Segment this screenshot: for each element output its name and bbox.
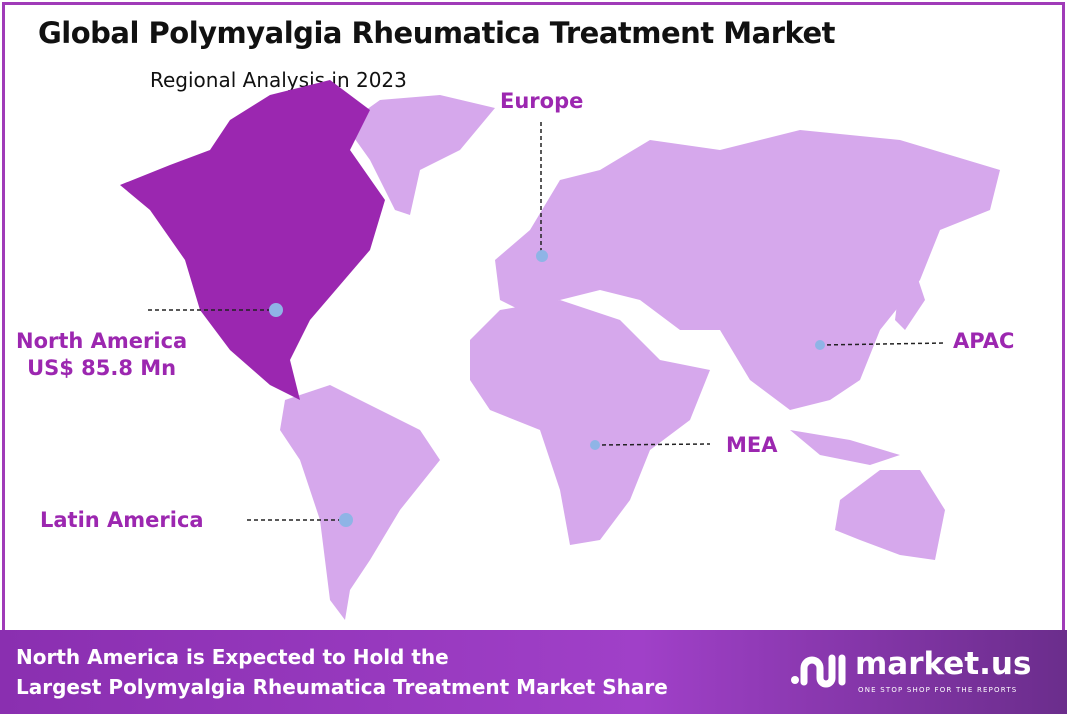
footer-banner: North America is Expected to Hold the La… [0, 630, 1067, 714]
label-apac: APAC [953, 329, 1015, 353]
greenland [345, 95, 495, 215]
region-north-america [120, 80, 385, 400]
logo-tagline: ONE STOP SHOP FOR THE REPORTS [858, 686, 1018, 694]
label-latin-america: Latin America [40, 508, 204, 532]
footer-line-1: North America is Expected to Hold the [16, 645, 449, 669]
page-title: Global Polymyalgia Rheumatica Treatment … [38, 16, 836, 50]
marker-north-america [269, 303, 283, 317]
logo-icon [791, 654, 846, 688]
marker-apac [815, 340, 825, 350]
region-mea [470, 300, 710, 545]
market-us-logo: market.us ONE STOP SHOP FOR THE REPORTS [790, 646, 1031, 698]
leader-mea [594, 443, 711, 446]
world-map [120, 80, 1000, 620]
page-subtitle: Regional Analysis in 2023 [150, 68, 407, 92]
indonesia [790, 430, 900, 465]
label-mea: MEA [726, 433, 778, 457]
logo-name: market.us [855, 646, 1032, 682]
marker-europe [536, 250, 548, 262]
marker-latin-america [339, 513, 353, 527]
region-value: US$ 85.8 Mn [27, 356, 177, 380]
marker-mea [590, 440, 600, 450]
region-name: North America [16, 329, 188, 353]
label-europe: Europe [500, 89, 584, 113]
japan [895, 270, 925, 330]
region-europe-asia [495, 130, 1000, 410]
label-north-america: North America US$ 85.8 Mn [16, 328, 187, 382]
footer-line-2: Largest Polymyalgia Rheumatica Treatment… [16, 675, 668, 699]
region-latin-america [280, 385, 440, 620]
australia [835, 470, 945, 560]
footer-text: North America is Expected to Hold the La… [16, 642, 668, 702]
